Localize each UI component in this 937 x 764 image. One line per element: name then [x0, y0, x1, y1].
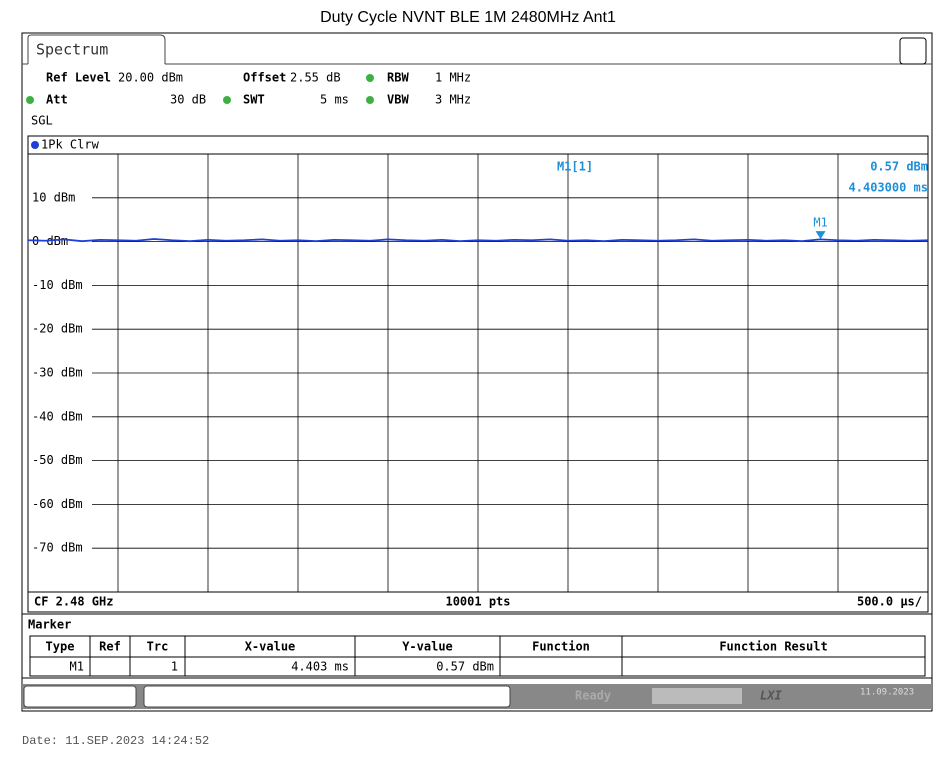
y-tick-label: -30 dBm [32, 366, 83, 380]
footer-left: CF 2.48 GHz [34, 595, 113, 609]
cell: 0.57 dBm [436, 660, 494, 674]
marker-y: 0.57 dBm [870, 160, 928, 174]
y-tick-label: -70 dBm [32, 541, 83, 555]
setting-label: RBW [387, 71, 409, 85]
marker-x: 4.403000 ms [849, 181, 928, 195]
table-header: Type [46, 640, 75, 654]
trace [27, 238, 929, 243]
table-header: Ref [99, 640, 121, 654]
setting-value: 20.00 dBm [118, 71, 183, 85]
setting-label: SWT [243, 93, 265, 107]
y-tick-label: -60 dBm [32, 497, 83, 511]
table-header: X-value [245, 640, 296, 654]
setting-label: VBW [387, 93, 409, 107]
table-header: Function [532, 640, 590, 654]
setting-value: 2.55 dB [290, 71, 341, 85]
cell: 4.403 ms [291, 660, 349, 674]
trace-label: 1Pk Clrw [41, 138, 100, 152]
y-tick-label: -50 dBm [32, 453, 83, 467]
tab[interactable] [27, 34, 166, 64]
table-header: Y-value [402, 640, 453, 654]
status-dot [366, 96, 374, 104]
y-tick-label: -10 dBm [32, 278, 83, 292]
status-date: 11.09.2023 [860, 688, 914, 698]
status-dot [366, 74, 374, 82]
setting-label: Ref Level [46, 71, 111, 85]
y-tick-label: -20 dBm [32, 322, 83, 336]
menu-icon[interactable] [899, 37, 927, 65]
cell: 1 [171, 660, 178, 674]
footer-right: 500.0 µs/ [857, 595, 922, 609]
status-dot [26, 96, 34, 104]
setting-value: 1 MHz [435, 71, 471, 85]
y-tick-label: -40 dBm [32, 409, 83, 423]
setting-label: Att [46, 93, 68, 107]
marker [815, 231, 826, 240]
date-line: Date: 11.SEP.2023 14:24:52 [22, 734, 209, 748]
footer-center: 10001 pts [445, 595, 510, 609]
page-title: Duty Cycle NVNT BLE 1M 2480MHz Ant1 [320, 9, 616, 26]
table-header: Function Result [719, 640, 827, 654]
setting-value: 5 ms [320, 93, 349, 107]
setting-value: 30 dB [170, 93, 206, 107]
setting-value: 3 MHz [435, 93, 471, 107]
cell: M1 [70, 660, 84, 674]
tab-label[interactable]: Spectrum [36, 41, 108, 59]
marker-readout: M1[1] [557, 160, 593, 174]
marker-panel [21, 613, 933, 679]
marker-label: M1 [813, 216, 827, 230]
mode: SGL [31, 114, 53, 128]
status-state: Ready [575, 689, 611, 703]
status-dot [223, 96, 231, 104]
setting-label: Offset [243, 71, 286, 85]
marker-title: Marker [28, 618, 71, 632]
table-header: Trc [147, 640, 169, 654]
y-tick-label: 10 dBm [32, 190, 75, 204]
status-brand: LXI [760, 689, 782, 703]
